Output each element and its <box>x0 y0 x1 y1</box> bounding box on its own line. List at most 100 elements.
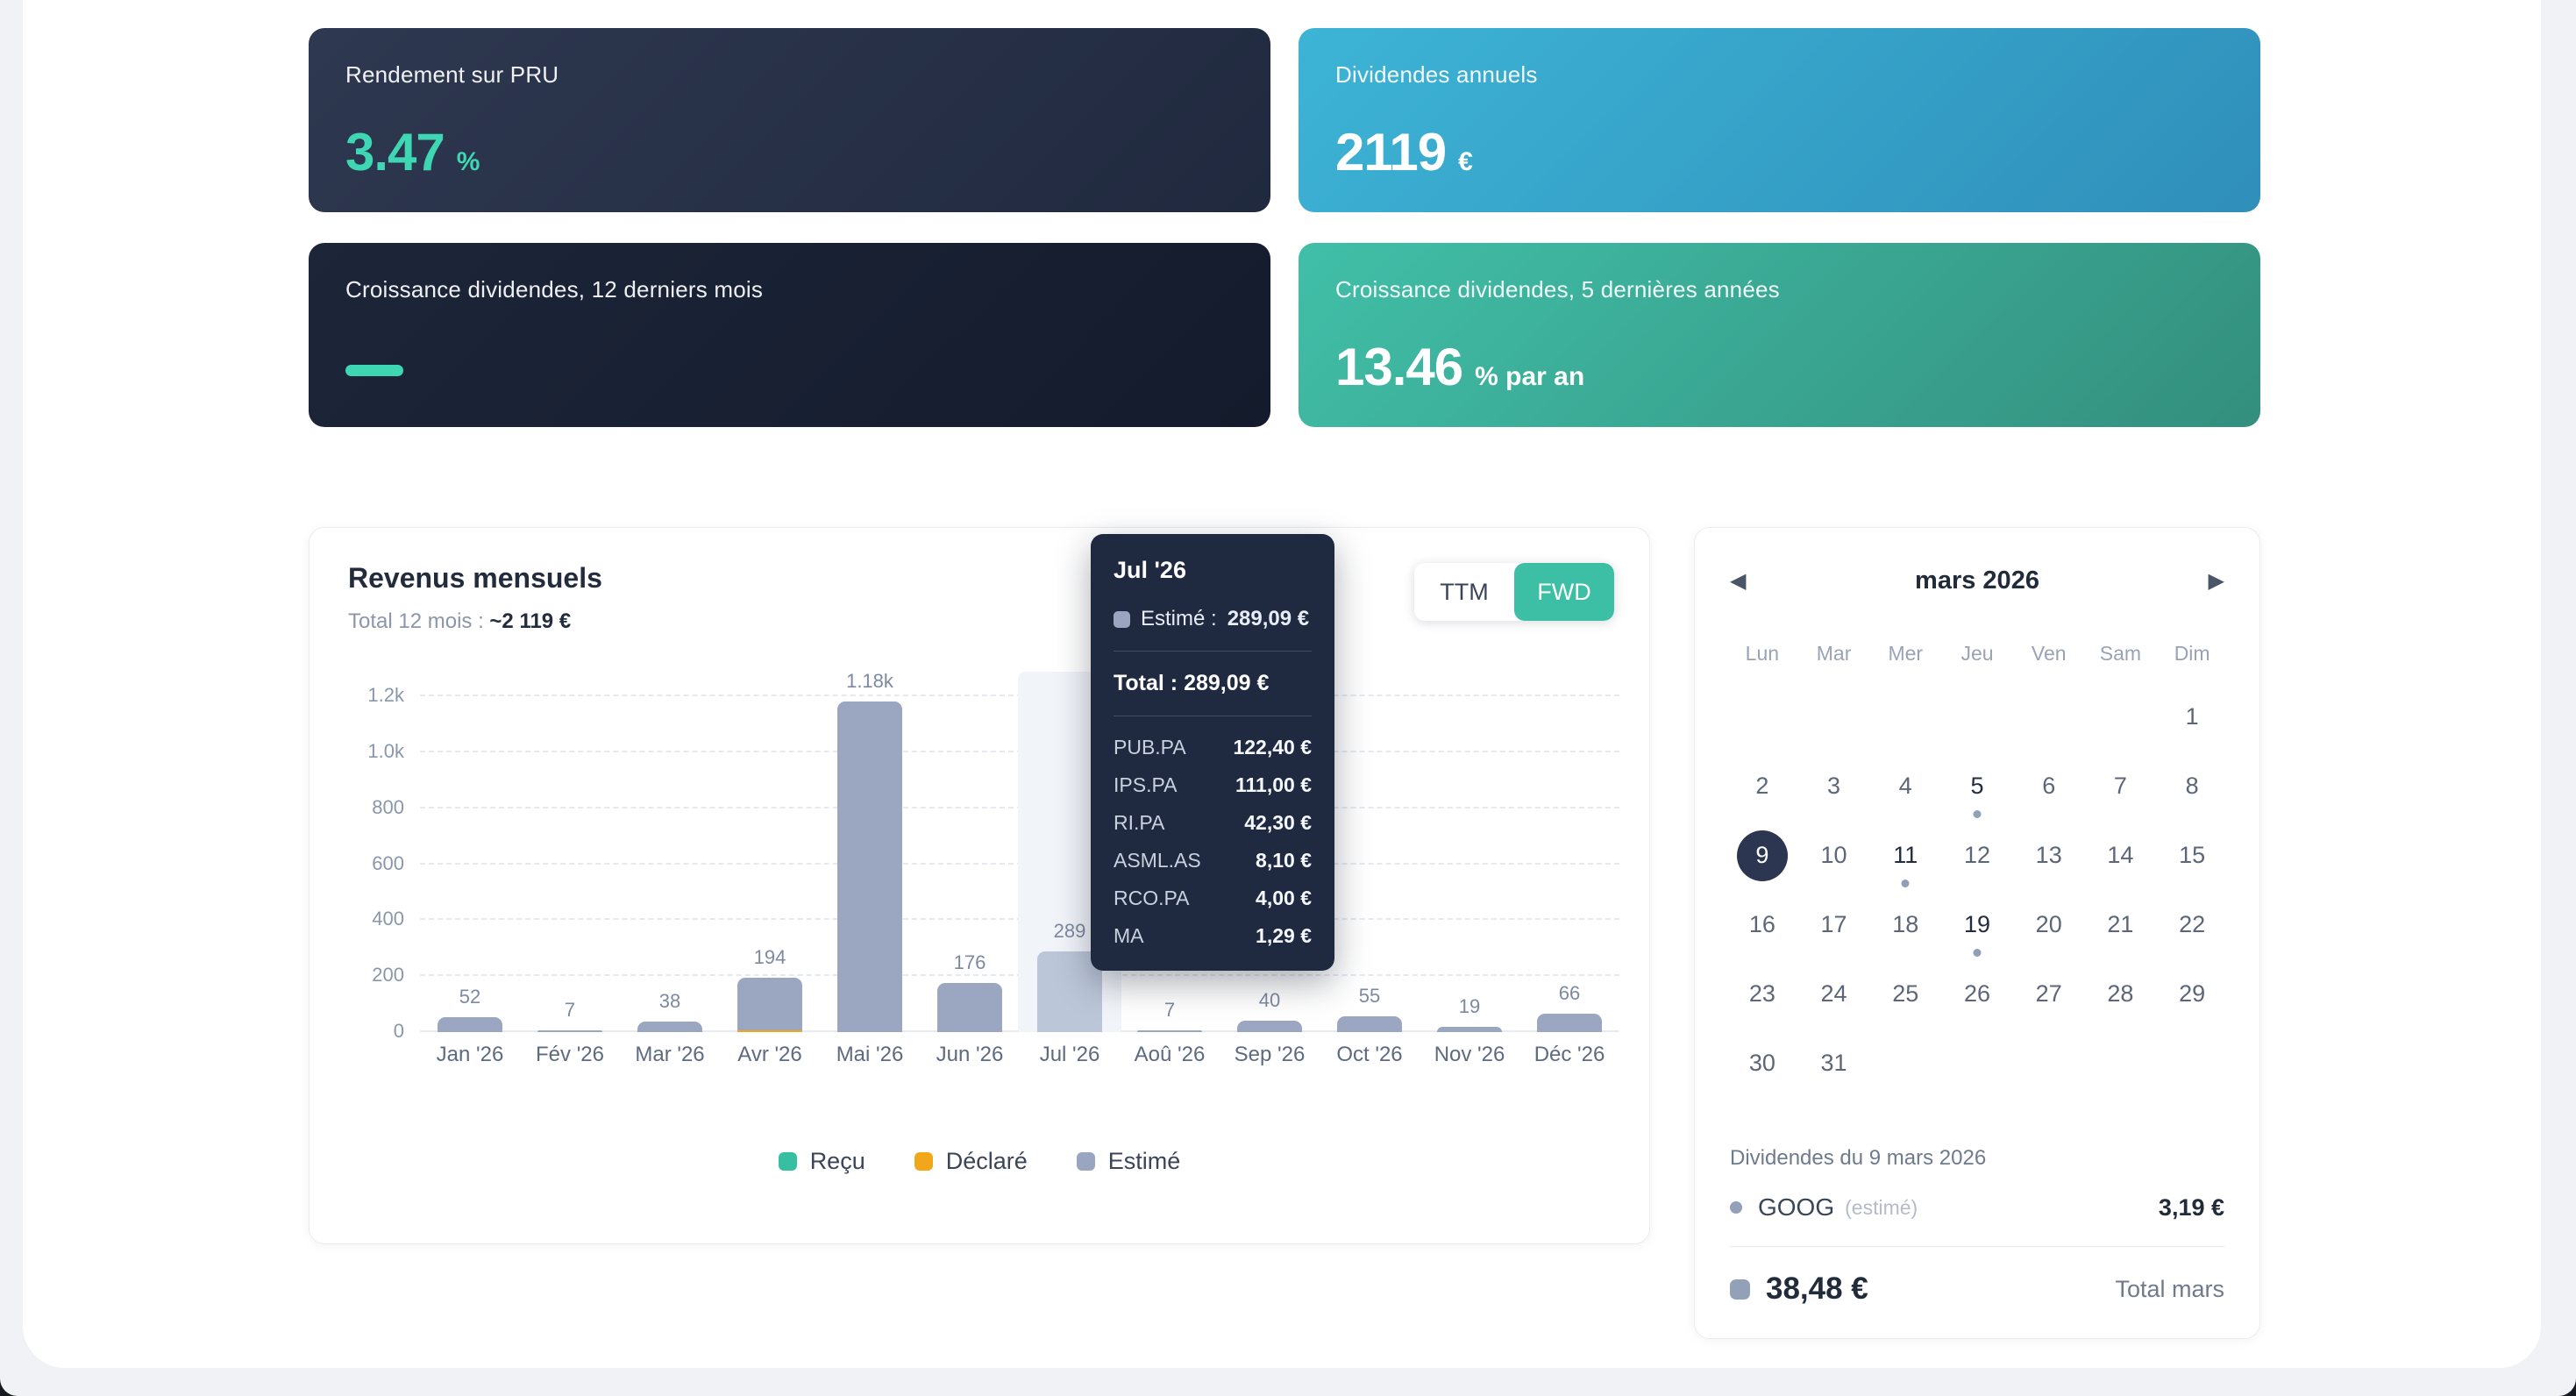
event-dot-icon <box>1901 880 1910 887</box>
calendar-cell-empty <box>1941 682 2013 751</box>
stat-card-value: 3.47 <box>345 123 445 182</box>
calendar-days-grid: 1 2 3 4 5 6 7 8 9 10 11 12 13 14 15 16 17 18 19 20 21 22 23 24 2… <box>1726 682 2228 1098</box>
bar[interactable] <box>438 1017 502 1032</box>
calendar-day[interactable]: 16 <box>1726 890 1798 959</box>
calendar-day[interactable]: 22 <box>2156 890 2228 959</box>
calendar-day[interactable]: 31 <box>1798 1029 1870 1098</box>
bar[interactable] <box>1137 1029 1202 1032</box>
holding-ticker: MA <box>1114 924 1144 947</box>
divider <box>1730 1246 2224 1247</box>
bar-value-label: 176 <box>953 951 986 973</box>
divider <box>1114 651 1312 652</box>
bar[interactable] <box>937 982 1002 1032</box>
plot-area: 1.2k 1.0k 800 600 400 200 0 52 Jan '26 7 Fév '26 3… <box>367 670 1619 1066</box>
calendar-day[interactable]: 18 <box>1869 890 1941 959</box>
legend-swatch-icon <box>914 1152 933 1171</box>
calendar-day-number: 18 <box>1892 911 1919 937</box>
stat-card-suffix: % <box>456 147 480 176</box>
empty-value-dash <box>345 365 403 376</box>
calendar-day[interactable]: 19 <box>1941 890 2013 959</box>
calendar-day[interactable]: 6 <box>2013 751 2085 821</box>
calendar-day-number: 10 <box>1820 842 1847 868</box>
calendar-day[interactable]: 11 <box>1869 821 1941 890</box>
tooltip-holdings: PUB.PA 122,40 € IPS.PA 111,00 € RI.PA 42,30 €… <box>1114 736 1312 948</box>
legend-item[interactable]: Déclaré <box>914 1148 1028 1175</box>
calendar-day[interactable]: 12 <box>1941 821 2013 890</box>
weekday-label: Lun <box>1745 642 1780 665</box>
entry-amount: 3,19 € <box>2158 1193 2224 1221</box>
stat-card-label: Rendement sur PRU <box>345 61 559 88</box>
weekday-label: Dim <box>2174 642 2210 665</box>
calendar-day[interactable]: 21 <box>2085 890 2157 959</box>
legend-item[interactable]: Reçu <box>778 1148 865 1175</box>
bar[interactable] <box>837 702 902 1032</box>
toggle-fwd-button[interactable]: FWD <box>1514 563 1614 621</box>
calendar-cell-empty <box>2013 1029 2085 1098</box>
calendar-day-number: 11 <box>1893 842 1918 868</box>
calendar-day[interactable]: 20 <box>2013 890 2085 959</box>
bar-value-label: 66 <box>1558 981 1581 1004</box>
tooltip-series-label: Estimé : <box>1141 607 1217 630</box>
calendar-day[interactable]: 1 <box>2156 682 2228 751</box>
calendar-day-number: 31 <box>1820 1050 1847 1076</box>
calendar-day[interactable]: 7 <box>2085 751 2157 821</box>
bar[interactable] <box>737 978 802 1032</box>
tooltip-holding-row: PUB.PA 122,40 € <box>1114 736 1312 759</box>
calendar-day[interactable]: 26 <box>1941 959 2013 1029</box>
legend-item[interactable]: Estimé <box>1076 1148 1180 1175</box>
calendar-day-number: 21 <box>2107 911 2134 937</box>
bar[interactable] <box>1237 1021 1302 1032</box>
calendar-day[interactable]: 28 <box>2085 959 2157 1029</box>
calendar-day[interactable]: 4 <box>1869 751 1941 821</box>
x-axis-label: Aoû '26 <box>1134 1043 1206 1066</box>
calendar-next-icon[interactable]: ▶ <box>2208 568 2224 593</box>
calendar-day[interactable]: 27 <box>2013 959 2085 1029</box>
stat-card-croissance-12m: Croissance dividendes, 12 derniers mois <box>309 243 1270 427</box>
calendar-day[interactable]: 30 <box>1726 1029 1798 1098</box>
calendar-day-number: 30 <box>1748 1050 1775 1076</box>
y-tick-label: 1.2k <box>367 684 404 706</box>
calendar-prev-icon[interactable]: ◀ <box>1730 568 1747 593</box>
stats-grid: Rendement sur PRU 3.47 % Dividendes annu… <box>309 28 2260 427</box>
stat-card-croissance-5a: Croissance dividendes, 5 dernières année… <box>1299 243 2260 427</box>
calendar-day[interactable]: 23 <box>1726 959 1798 1029</box>
bar[interactable] <box>1437 1026 1502 1032</box>
bar-slot: 176 Jun '26 <box>920 696 1020 1066</box>
bar-value-label: 38 <box>658 989 681 1012</box>
weekday-label: Jeu <box>1960 642 1994 665</box>
stat-card-rendement-pru: Rendement sur PRU 3.47 % <box>309 28 1270 212</box>
bar[interactable] <box>1037 951 1102 1032</box>
calendar-day[interactable]: 9 <box>1726 821 1798 890</box>
calendar-day[interactable]: 10 <box>1798 821 1870 890</box>
toggle-ttm-button[interactable]: TTM <box>1440 578 1489 605</box>
calendar-day[interactable]: 13 <box>2013 821 2085 890</box>
calendar-day-number: 13 <box>2035 842 2062 868</box>
holding-amount: 4,00 € <box>1256 887 1312 909</box>
calendar-day-number: 22 <box>2179 911 2206 937</box>
stat-card-suffix: € <box>1458 147 1473 176</box>
calendar-day[interactable]: 15 <box>2156 821 2228 890</box>
x-axis-label: Jan '26 <box>436 1043 504 1066</box>
entry-dot-icon <box>1730 1201 1742 1214</box>
calendar-day[interactable]: 29 <box>2156 959 2228 1029</box>
bar[interactable] <box>537 1029 602 1032</box>
calendar-day[interactable]: 8 <box>2156 751 2228 821</box>
calendar-day[interactable]: 14 <box>2085 821 2157 890</box>
y-tick-label: 0 <box>393 1020 404 1042</box>
bar[interactable] <box>1337 1016 1402 1032</box>
legend-label: Reçu <box>809 1148 865 1174</box>
calendar-day[interactable]: 24 <box>1798 959 1870 1029</box>
calendar-day[interactable]: 17 <box>1798 890 1870 959</box>
calendar-day[interactable]: 3 <box>1798 751 1870 821</box>
bar[interactable] <box>1537 1013 1602 1032</box>
calendar-day[interactable]: 25 <box>1869 959 1941 1029</box>
calendar-day[interactable]: 5 <box>1941 751 2013 821</box>
legend-swatch-icon <box>778 1152 797 1171</box>
calendar-day-number: 2 <box>1755 773 1769 799</box>
calendar-cell-empty <box>2156 1029 2228 1098</box>
bar[interactable] <box>637 1021 702 1032</box>
calendar-day[interactable]: 2 <box>1726 751 1798 821</box>
chart-tooltip: Jul '26 Estimé : 289,09 € Total : 289,09… <box>1091 534 1334 971</box>
bar-value-label: 194 <box>753 946 786 969</box>
